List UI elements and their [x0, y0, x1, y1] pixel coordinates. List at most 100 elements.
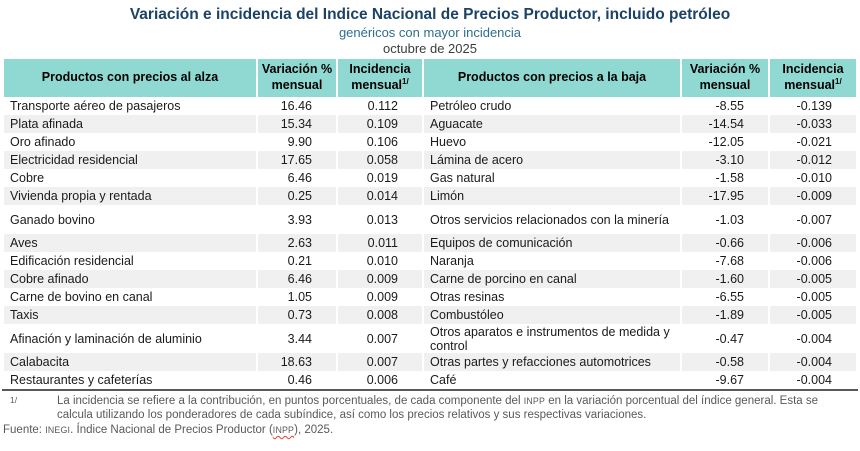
- cell-baja-variation: -0.66: [682, 234, 768, 252]
- cell-alza-variation: 6.46: [258, 169, 336, 187]
- cell-alza-variation: 0.46: [258, 371, 336, 389]
- cell-alza-incidence: 0.006: [338, 371, 422, 389]
- cell-baja-variation: -17.95: [682, 187, 768, 205]
- source-text: . Índice Nacional de Precios Productor (: [70, 424, 273, 436]
- cell-baja-product: Petróleo crudo: [424, 97, 680, 115]
- cell-baja-incidence: -0.006: [770, 234, 856, 252]
- cell-alza-incidence: 0.014: [338, 187, 422, 205]
- footnote-text: La incidencia se refiere a la contribuci…: [57, 395, 524, 407]
- cell-baja-product: Otros servicios relacionados con la mine…: [424, 205, 680, 234]
- table-row: Taxis 0.73 0.008 Combustóleo -1.89 -0.005: [4, 306, 856, 324]
- cell-alza-incidence: 0.112: [338, 97, 422, 115]
- table-row: Calabacita 18.63 0.007 Otras partes y refac…: [4, 353, 856, 371]
- page-title: Variación e incidencia del Indice Nacion…: [129, 6, 731, 23]
- header-label: Productos con precios a la baja: [457, 70, 647, 85]
- table-row: Cobre afinado 6.46 0.009 Carne de porcino e…: [4, 270, 856, 288]
- cell-alza-product: Taxis: [4, 306, 256, 324]
- cell-baja-product: Lámina de acero: [424, 151, 680, 169]
- cell-baja-incidence: -0.004: [770, 353, 856, 371]
- cell-alza-incidence: 0.058: [338, 151, 422, 169]
- source-suffix: ), 2025.: [294, 424, 334, 436]
- table-header: Productos con precios al alza Variación …: [4, 59, 856, 97]
- cell-baja-product: Limón: [424, 187, 680, 205]
- source-prefix: Fuente:: [3, 424, 46, 436]
- cell-alza-incidence: 0.007: [338, 324, 422, 353]
- cell-baja-incidence: -0.021: [770, 133, 856, 151]
- cell-alza-product: Edificación residencial: [4, 252, 256, 270]
- inpp-acronym-spellcheck: INPP: [272, 425, 295, 435]
- cell-alza-incidence: 0.008: [338, 306, 422, 324]
- cell-baja-product: Otros aparatos e instrumentos de medida …: [424, 324, 680, 353]
- table-row: Cobre 6.46 0.019 Gas natural -1.58 -0.010: [4, 169, 856, 187]
- inpp-acronym: INPP: [523, 396, 546, 406]
- table-row: Afinación y laminación de aluminio 3.44 0.…: [4, 324, 856, 353]
- cell-baja-product: Café: [424, 371, 680, 389]
- cell-alza-variation: 9.90: [258, 133, 336, 151]
- cell-alza-incidence: 0.009: [338, 270, 422, 288]
- cell-alza-product: Calabacita: [4, 353, 256, 371]
- cell-alza-incidence: 0.007: [338, 353, 422, 371]
- cell-baja-incidence: -0.010: [770, 169, 856, 187]
- cell-baja-incidence: -0.005: [770, 270, 856, 288]
- table-row: Electricidad residencial 17.65 0.058 Lámina…: [4, 151, 856, 169]
- cell-baja-incidence: -0.007: [770, 205, 856, 234]
- cell-baja-product: Gas natural: [424, 169, 680, 187]
- footnote-ref: 1/: [835, 77, 842, 87]
- cell-alza-product: Electricidad residencial: [4, 151, 256, 169]
- table-row: Plata afinada 15.34 0.109 Aguacate -14.54 -0.…: [4, 115, 856, 133]
- header-baja-products: Productos con precios a la baja: [424, 59, 680, 97]
- cell-alza-product: Aves: [4, 234, 256, 252]
- cell-alza-product: Restaurantes y cafeterías: [4, 371, 256, 389]
- cell-alza-product: Cobre afinado: [4, 270, 256, 288]
- cell-alza-variation: 0.25: [258, 187, 336, 205]
- cell-alza-variation: 0.73: [258, 306, 336, 324]
- cell-baja-variation: -3.10: [682, 151, 768, 169]
- period-label: octubre de 2025: [383, 41, 477, 56]
- table-row: Vivienda propia y rentada 0.25 0.014 Limón -…: [4, 187, 856, 205]
- cell-alza-product: Ganado bovino: [4, 205, 256, 234]
- table-row: Edificación residencial 0.21 0.010 Naranja -…: [4, 252, 856, 270]
- cell-alza-variation: 6.46: [258, 270, 336, 288]
- cell-baja-variation: -1.60: [682, 270, 768, 288]
- table-row: Aves 2.63 0.011 Equipos de comunicación -0.6…: [4, 234, 856, 252]
- cell-alza-incidence: 0.009: [338, 288, 422, 306]
- cell-baja-variation: -0.58: [682, 353, 768, 371]
- footnote-marker: 1/: [10, 395, 18, 405]
- header-label: Variación % mensual: [689, 62, 761, 92]
- table-row: Oro afinado 9.90 0.106 Huevo -12.05 -0.021: [4, 133, 856, 151]
- header-label: Variación % mensual: [261, 62, 333, 92]
- table-body: Transporte aéreo de pasajeros 16.46 0.112 P…: [4, 97, 856, 389]
- footnote-text: en la variación porcentual del índice ge…: [57, 395, 819, 421]
- cell-alza-product: Vivienda propia y rentada: [4, 187, 256, 205]
- cell-baja-product: Aguacate: [424, 115, 680, 133]
- cell-baja-variation: -1.58: [682, 169, 768, 187]
- footnote-ref: 1/: [402, 77, 409, 87]
- cell-baja-incidence: -0.139: [770, 97, 856, 115]
- cell-alza-product: Oro afinado: [4, 133, 256, 151]
- cell-baja-incidence: -0.012: [770, 151, 856, 169]
- cell-alza-product: Transporte aéreo de pasajeros: [4, 97, 256, 115]
- cell-baja-variation: -6.55: [682, 288, 768, 306]
- table-header-row: Productos con precios al alza Variación …: [4, 59, 856, 97]
- cell-baja-product: Huevo: [424, 133, 680, 151]
- header-label: Productos con precios al alza: [41, 70, 219, 85]
- cell-baja-product: Otras resinas: [424, 288, 680, 306]
- cell-baja-variation: -12.05: [682, 133, 768, 151]
- header-baja-variation: Variación % mensual: [682, 59, 768, 97]
- cell-baja-product: Naranja: [424, 252, 680, 270]
- cell-baja-incidence: -0.004: [770, 371, 856, 389]
- inegi-acronym: INEGI: [45, 425, 71, 435]
- cell-baja-variation: -8.55: [682, 97, 768, 115]
- header-alza-incidence: Incidencia mensual1/: [338, 59, 422, 97]
- cell-alza-incidence: 0.011: [338, 234, 422, 252]
- table-bottom-border: [2, 389, 858, 391]
- cell-alza-product: Cobre: [4, 169, 256, 187]
- table-row: Restaurantes y cafeterías 0.46 0.006 Café -9…: [4, 371, 856, 389]
- cell-baja-incidence: -0.005: [770, 306, 856, 324]
- header-alza-products: Productos con precios al alza: [4, 59, 256, 97]
- header-label: Incidencia mensual: [782, 61, 844, 93]
- cell-alza-variation: 3.44: [258, 324, 336, 353]
- cell-alza-incidence: 0.019: [338, 169, 422, 187]
- cell-alza-product: Afinación y laminación de aluminio: [4, 324, 256, 353]
- cell-alza-incidence: 0.010: [338, 252, 422, 270]
